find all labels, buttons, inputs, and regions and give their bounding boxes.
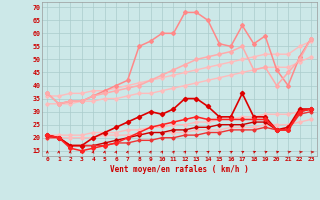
X-axis label: Vent moyen/en rafales ( km/h ): Vent moyen/en rafales ( km/h )	[110, 165, 249, 174]
